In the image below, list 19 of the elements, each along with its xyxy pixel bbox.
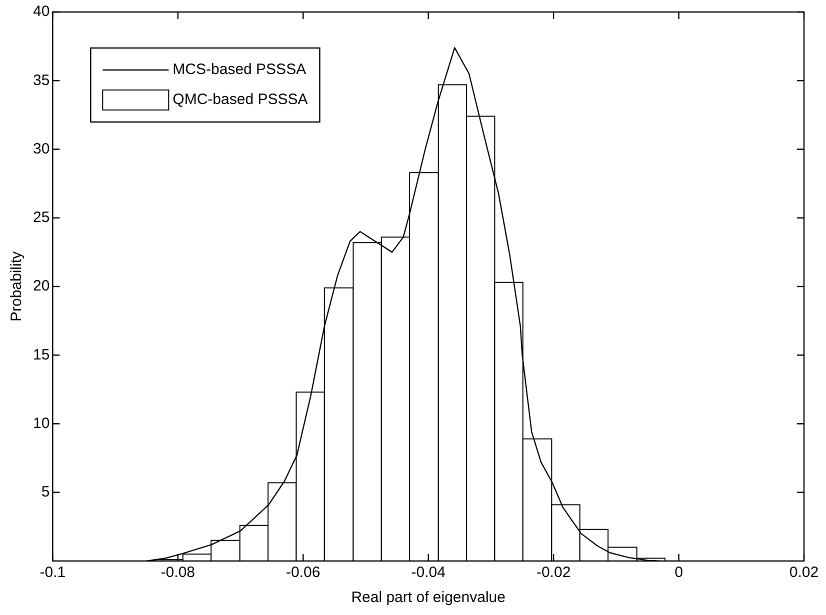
y-tick-label: 15	[32, 346, 50, 364]
y-tick-label: 25	[32, 209, 50, 226]
y-tick-label: 40	[32, 3, 50, 20]
y-tick-label: 30	[32, 140, 50, 158]
legend-label: MCS-based PSSSA	[172, 61, 306, 78]
x-axis-title: Real part of eigenvalue	[351, 589, 506, 606]
legend-label: QMC-based PSSSA	[172, 91, 308, 108]
y-tick-label: 35	[32, 72, 50, 89]
y-tick-label: 10	[32, 414, 50, 432]
x-tick-label: -0.1	[40, 564, 66, 582]
y-tick-label: 5	[41, 484, 50, 501]
x-tick-label: -0.04	[411, 564, 446, 582]
x-tick-label: -0.08	[160, 564, 196, 582]
y-tick-label: 20	[32, 278, 50, 295]
x-tick-label: -0.02	[536, 564, 571, 582]
x-tick-label: 0	[674, 564, 683, 582]
x-tick-label: -0.06	[286, 564, 320, 582]
y-axis-title: Probability	[8, 250, 26, 322]
x-tick-label: 0.02	[789, 564, 819, 582]
